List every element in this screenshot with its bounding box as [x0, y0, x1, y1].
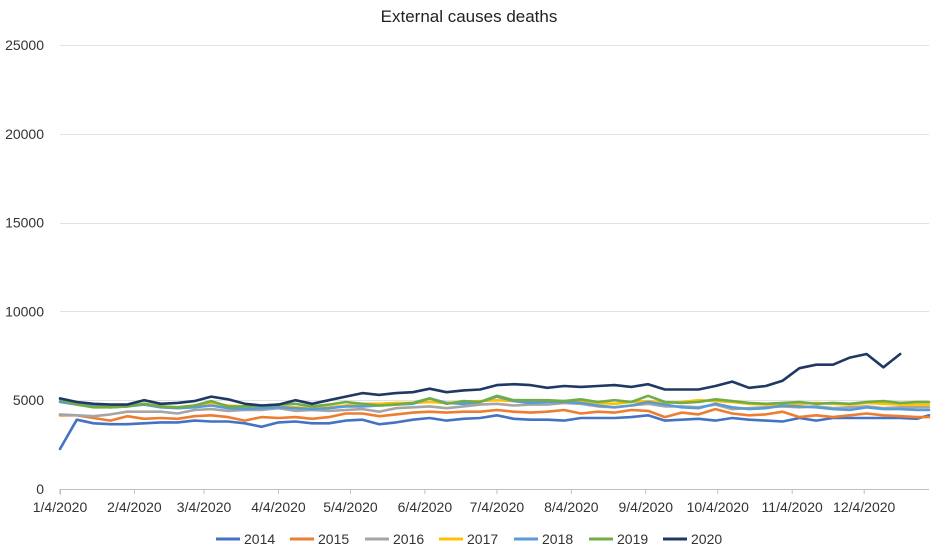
x-tick-label: 2/4/2020 — [107, 499, 162, 515]
x-tick-label: 7/4/2020 — [470, 499, 525, 515]
legend-item-2019: 2019 — [589, 531, 648, 547]
chart-title: External causes deaths — [381, 7, 558, 26]
legend-label: 2019 — [617, 531, 648, 547]
y-tick-label-5000: 5000 — [13, 392, 44, 408]
x-tick-label: 3/4/2020 — [177, 499, 232, 515]
legend-item-2020: 2020 — [663, 531, 722, 547]
legend-label: 2014 — [244, 531, 275, 547]
y-tick-label-0: 0 — [36, 481, 44, 497]
y-tick-label-15000: 15000 — [5, 215, 44, 231]
legend-item-2015: 2015 — [290, 531, 349, 547]
x-tick-label: 9/4/2020 — [618, 499, 673, 515]
legend-label: 2020 — [691, 531, 722, 547]
legend-item-2016: 2016 — [365, 531, 424, 547]
legend-label: 2016 — [393, 531, 424, 547]
x-tick-label: 10/4/2020 — [687, 499, 749, 515]
series-lines — [58, 352, 931, 451]
series-line-2019 — [58, 394, 931, 409]
x-tick-label: 8/4/2020 — [544, 499, 599, 515]
x-tick-label: 6/4/2020 — [398, 499, 453, 515]
x-tick-label: 11/4/2020 — [762, 499, 823, 515]
y-tick-label-25000: 25000 — [5, 37, 44, 53]
x-tick-label: 4/4/2020 — [251, 499, 306, 515]
x-axis-tick-labels: 1/4/2020 2/4/2020 3/4/2020 4/4/2020 5/4/2020… — [33, 489, 896, 515]
legend-item-2018: 2018 — [514, 531, 573, 547]
legend: 2014 2015 2016 2017 2018 2019 2020 — [216, 531, 722, 547]
legend-item-2014: 2014 — [216, 531, 275, 547]
series-line-2015 — [58, 407, 931, 422]
y-tick-label-10000: 10000 — [5, 303, 44, 319]
x-tick-label: 1/4/2020 — [33, 499, 88, 515]
series-line-2014 — [58, 413, 931, 451]
series-line-2020 — [58, 352, 902, 407]
y-axis-tick-labels: 0 5000 10000 15000 20000 25000 — [5, 37, 44, 497]
x-tick-label: 5/4/2020 — [323, 499, 378, 515]
gridlines — [60, 45, 929, 495]
legend-label: 2015 — [318, 531, 349, 547]
y-tick-label-20000: 20000 — [5, 126, 44, 142]
legend-label: 2018 — [542, 531, 573, 547]
legend-label: 2017 — [467, 531, 498, 547]
x-tick-label: 12/4/2020 — [833, 499, 895, 515]
legend-item-2017: 2017 — [439, 531, 498, 547]
